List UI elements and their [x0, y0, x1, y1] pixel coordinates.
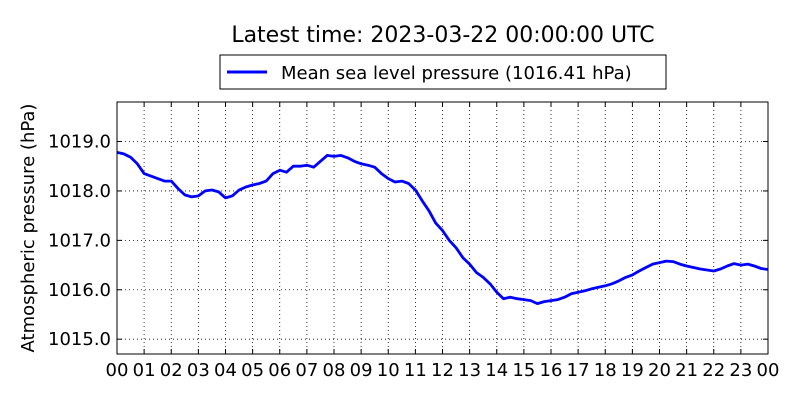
y-axis-label: Atmospheric pressure (hPa)	[18, 104, 39, 353]
x-tick-label: 04	[214, 360, 237, 381]
x-tick-label: 09	[350, 360, 373, 381]
legend-label: Mean sea level pressure (1016.41 hPa)	[281, 63, 632, 84]
chart-title: Latest time: 2023-03-22 00:00:00 UTC	[231, 23, 654, 48]
x-tick-label: 18	[594, 360, 617, 381]
x-tick-label: 13	[458, 360, 481, 381]
x-tick-label: 03	[187, 360, 210, 381]
x-tick-label: 06	[268, 360, 291, 381]
x-tick-label: 23	[729, 360, 752, 381]
grid-lines	[117, 102, 768, 354]
plot-area-frame	[116, 101, 769, 355]
x-tick-label: 00	[106, 360, 129, 381]
series-line-mean-sea-level-pressure	[116, 151, 769, 305]
x-tick-label: 08	[323, 360, 346, 381]
axis-ticks	[116, 102, 769, 354]
legend: Mean sea level pressure (1016.41 hPa)	[219, 54, 667, 90]
x-tick-label: 21	[675, 360, 698, 381]
x-tick-label: 11	[404, 360, 427, 381]
x-tick-label: 20	[648, 360, 671, 381]
y-tick-label: 1017.0	[48, 230, 111, 251]
x-tick-label: 02	[160, 360, 183, 381]
y-tick-label: 1015.0	[48, 329, 111, 350]
x-tick-label: 14	[485, 360, 508, 381]
x-tick-label: 15	[512, 360, 535, 381]
x-tick-label: 16	[540, 360, 563, 381]
x-tick-label: 17	[567, 360, 590, 381]
y-tick-label: 1016.0	[48, 280, 111, 301]
legend-box	[219, 54, 667, 90]
x-tick-label: 10	[377, 360, 400, 381]
x-tick-label: 00	[757, 360, 780, 381]
x-tick-label: 22	[702, 360, 725, 381]
x-tick-label: 01	[133, 360, 156, 381]
x-tick-label: 05	[241, 360, 264, 381]
y-tick-label: 1018.0	[48, 181, 111, 202]
x-tick-label: 12	[431, 360, 454, 381]
y-tick-labels: 1015.0 1016.0 1017.0 1018.0 1019.0	[48, 132, 111, 351]
x-tick-labels: 00 01 02 03 04 05 06 07 08 09 10 11 12 13 14 15 16 17 18 19…	[106, 360, 780, 381]
x-tick-label: 07	[295, 360, 318, 381]
x-tick-label: 19	[621, 360, 644, 381]
y-tick-label: 1019.0	[48, 132, 111, 153]
